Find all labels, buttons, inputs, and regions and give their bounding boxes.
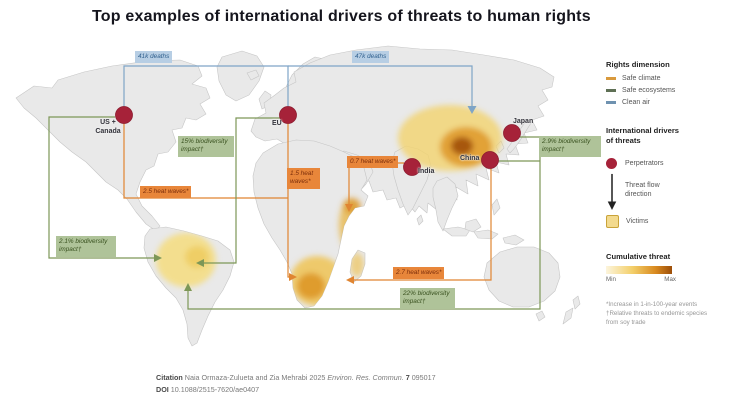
heat-waves-label-us: 2.5 heat waves*: [140, 186, 192, 199]
legend-item-perpetrators: Perpetrators: [606, 157, 738, 169]
legend-item-clean-air: Clean air: [606, 99, 738, 106]
perpetrator-markers: [115, 106, 521, 176]
perpetrator-marker-japan: [503, 124, 521, 142]
deaths-label-us-eu: 41k deaths: [135, 51, 173, 64]
heat-waves-label-china: 2.7 heat waves*: [393, 267, 445, 280]
region-label-china: China: [460, 155, 480, 162]
perpetrator-marker-china: [481, 151, 499, 169]
citation-line: Citation Naia Ormaza-Zulueta and Zia Meh…: [156, 373, 436, 382]
legend-item-threat-flow: Threat flow direction: [606, 173, 738, 211]
legend-item-safe-climate: Safe climate: [606, 75, 738, 82]
biodiversity-label-eu: 15% biodiversity impact†: [178, 136, 234, 157]
safe-climate-swatch-icon: [606, 77, 616, 80]
safe-ecosystems-arrowheads: [154, 254, 204, 291]
clean-air-swatch-icon: [606, 101, 616, 104]
flow-arrow-icon: [607, 173, 617, 210]
heat-waves-label-india: 0.7 heat waves*: [347, 156, 399, 169]
cumulative-threat-gradient: [606, 266, 672, 275]
doi-line: DOI 10.1088/2515-7620/ae0407: [156, 384, 260, 394]
safe-ecosystems-swatch-icon: [606, 89, 616, 92]
deaths-label-eu-china: 47k deaths: [352, 51, 390, 64]
perpetrator-marker-eu: [279, 106, 297, 124]
clean-air-arrowhead-china: [467, 106, 477, 114]
region-label-eu: EU: [272, 120, 282, 127]
region-label-us-canada: US + Canada: [95, 119, 121, 135]
safe-climate-arrowheads: [289, 204, 354, 284]
heat-waves-label-eu: 1.5 heat waves*: [287, 168, 320, 189]
biodiversity-label-us: 2.1% biodiversity impact†: [56, 236, 116, 257]
region-label-japan: Japan: [513, 118, 534, 125]
biodiversity-label-china: 22% biodiversity impact†: [400, 288, 455, 309]
continents: [15, 45, 581, 347]
legend-cumulative-title: Cumulative threat: [606, 251, 671, 261]
safe-ecosystems-flow-lines: [48, 116, 541, 310]
legend-rights-title: Rights dimension: [606, 60, 670, 69]
region-label-india: India: [418, 168, 435, 175]
legend-item-safe-ecosystems: Safe ecosystems: [606, 87, 738, 94]
citation-block: Citation Naia Ormaza-Zulueta and Zia Meh…: [156, 372, 436, 395]
biodiversity-label-japan: 2.9% biodiversity impact†: [539, 136, 601, 157]
gradient-max-label: Max: [664, 276, 676, 284]
legend-drivers-title: International drivers of threats: [606, 125, 680, 145]
legend: Rights dimension Safe climate Safe ecosy…: [606, 60, 738, 328]
clean-air-flow-lines: [123, 65, 473, 108]
victims-square-icon: [606, 214, 619, 228]
perpetrator-dot-icon: [606, 157, 617, 169]
perpetrator-marker-india: [403, 158, 421, 176]
gradient-min-label: Min: [606, 276, 616, 284]
legend-item-victims: Victims: [606, 214, 738, 228]
legend-footnotes: *Increase in 1-in-100-year events †Relat…: [606, 301, 708, 327]
perpetrator-marker-us-canada: [115, 106, 133, 124]
page-title: Top examples of international drivers of…: [92, 8, 591, 25]
